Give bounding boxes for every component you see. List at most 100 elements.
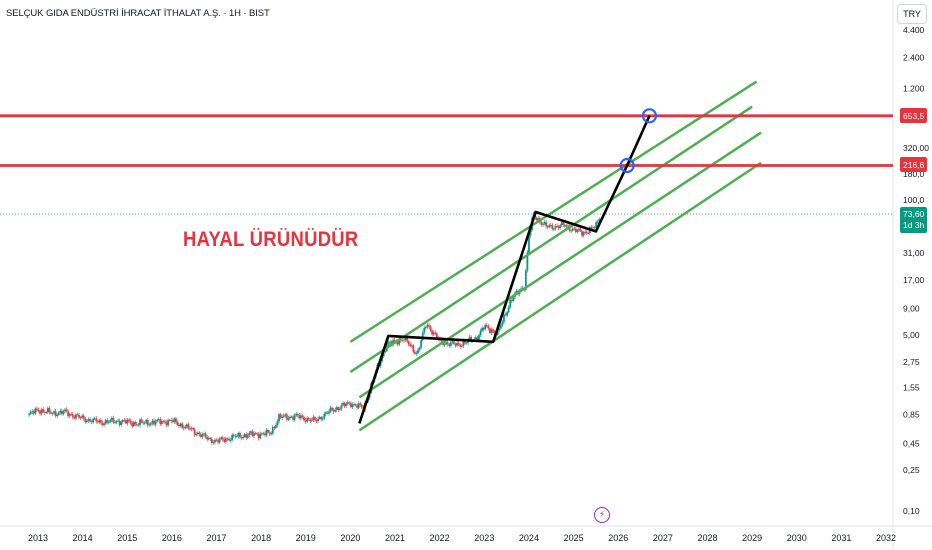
x-tick-label: 2015: [117, 533, 137, 543]
candle-body: [306, 417, 309, 422]
lightning-icon[interactable]: ⚡: [594, 507, 610, 523]
candle-body: [253, 433, 255, 436]
candle-body: [465, 342, 468, 344]
candle-body: [496, 329, 499, 335]
candle-body: [245, 434, 248, 438]
candle-body: [37, 409, 40, 412]
candle-body: [221, 437, 224, 440]
last-price-value: 73,60: [903, 209, 925, 219]
candle-body: [598, 219, 601, 222]
candle-body: [293, 415, 296, 420]
candle-body: [445, 342, 448, 345]
candle-body: [103, 423, 105, 426]
candle-body: [407, 341, 410, 345]
candle-body: [462, 341, 465, 347]
x-tick-label: 2028: [697, 533, 717, 543]
x-tick-label: 2024: [519, 533, 539, 543]
currency-button[interactable]: TRY: [897, 4, 927, 24]
candle-body: [192, 428, 194, 430]
candle-body: [120, 421, 123, 425]
candle-body: [596, 221, 599, 223]
y-tick-label: 2.400: [903, 52, 925, 62]
candle-body: [457, 342, 460, 345]
candle-body: [64, 409, 66, 412]
candle-body: [478, 335, 480, 340]
candle-body: [79, 417, 82, 419]
candle-body: [287, 418, 290, 420]
candle-body: [123, 420, 126, 421]
candle-body: [179, 423, 182, 427]
candle-body: [167, 420, 170, 426]
candle-body: [50, 412, 52, 414]
y-tick-label: 180,0: [903, 169, 925, 179]
y-tick-label: 0,85: [903, 410, 920, 420]
candle-body: [265, 429, 268, 436]
candle-body: [509, 300, 512, 308]
candle-body: [470, 336, 473, 341]
candle-body: [312, 416, 315, 420]
candle-body: [257, 434, 260, 439]
candle-body: [285, 414, 288, 420]
candle-body: [206, 437, 209, 440]
candle-body: [68, 413, 71, 416]
candle-body: [276, 421, 279, 426]
candle-body: [468, 336, 471, 341]
candle-body: [540, 222, 543, 225]
candle-body: [65, 409, 68, 412]
candle-body: [98, 419, 101, 423]
candle-body: [429, 326, 432, 331]
candle-body: [318, 417, 321, 419]
candle-body: [78, 414, 80, 418]
target-marker-circle: [641, 108, 658, 124]
candle-body: [110, 417, 113, 420]
candle-body: [490, 329, 493, 333]
candle-body: [209, 437, 212, 439]
candle-body: [31, 411, 34, 413]
candle-body: [356, 405, 359, 408]
candle-body: [359, 403, 362, 405]
candle-body: [223, 439, 226, 442]
x-tick-label: 2025: [564, 533, 584, 543]
candle-body: [578, 228, 580, 230]
candle-body: [54, 411, 57, 417]
candle-body: [160, 421, 163, 424]
candle-body: [389, 341, 391, 343]
candle-body: [134, 422, 137, 425]
candle-body: [207, 437, 210, 440]
y-tick-label: 17,00: [903, 275, 925, 285]
candle-body: [403, 339, 405, 341]
candle-body: [143, 422, 146, 424]
candle-body: [493, 331, 496, 334]
candle-body: [449, 342, 452, 346]
candle-body: [551, 224, 554, 230]
annotation-text: HAYAL ÜRÜNÜDÜR: [183, 228, 359, 251]
candle-body: [146, 420, 149, 426]
candle-body: [264, 433, 266, 436]
candle-body: [57, 412, 60, 415]
candle-body: [107, 422, 110, 423]
candle-body: [246, 435, 249, 438]
candle-body: [418, 347, 421, 350]
candle-body: [384, 351, 387, 352]
candle-body: [187, 424, 190, 429]
candle-body: [315, 420, 318, 422]
candle-body: [421, 332, 424, 341]
candle-body: [184, 426, 187, 429]
candle-body: [42, 409, 45, 412]
candle-body: [100, 419, 102, 423]
y-tick-label: 100,0: [903, 195, 925, 205]
candle-body: [304, 420, 307, 422]
candle-body: [60, 410, 63, 414]
candle-body: [142, 422, 145, 424]
candle-body: [150, 423, 152, 425]
candle-body: [162, 421, 165, 422]
candle-body: [218, 438, 221, 443]
candle-body: [570, 230, 573, 232]
candle-body: [554, 225, 557, 229]
y-tick-label: 4.400: [903, 25, 925, 35]
channel-line: [349, 80, 758, 343]
candle-body: [281, 416, 284, 418]
candle-body: [456, 342, 458, 346]
